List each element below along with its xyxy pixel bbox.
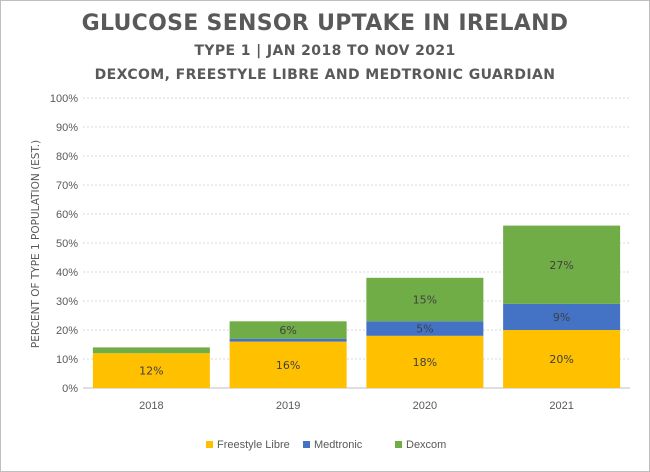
y-tick-label: 100% [50, 93, 78, 105]
bar-segment [366, 335, 484, 388]
y-tick-label: 0% [62, 383, 78, 395]
legend-label: Medtronic [314, 439, 363, 451]
data-label: 5% [416, 323, 433, 336]
bar-segment [92, 347, 210, 354]
bar-segment [229, 338, 347, 342]
x-axis-tick-labels: 2018 2019 2020 2021 [139, 400, 574, 412]
y-tick-label: 60% [56, 209, 78, 221]
data-label: 6% [279, 324, 296, 337]
legend: Freestyle Libre Medtronic Dexcom [206, 439, 446, 451]
bar-segment [503, 225, 621, 304]
data-label: 9% [553, 311, 570, 324]
chart-subtitle-1: TYPE 1 | JAN 2018 TO NOV 2021 [194, 43, 456, 59]
bar-segment [229, 321, 347, 339]
bar-segment [92, 353, 210, 388]
y-tick-label: 90% [56, 122, 78, 134]
data-label: 15% [413, 294, 437, 307]
legend-swatch [303, 441, 310, 448]
data-label: 27% [549, 259, 573, 272]
bar-segment [366, 321, 484, 336]
data-label: 12% [139, 365, 163, 378]
x-tick-label: 2018 [139, 400, 163, 412]
y-tick-label: 40% [56, 267, 78, 279]
x-tick-label: 2021 [549, 400, 573, 412]
bars [92, 225, 621, 388]
y-tick-label: 70% [56, 180, 78, 192]
legend-swatch [395, 441, 402, 448]
legend-label: Freestyle Libre [217, 439, 290, 451]
y-tick-label: 80% [56, 151, 78, 163]
y-axis-tick-labels: 0% 10% 20% 30% 40% 50% 60% 70% 80% 90% 100% [50, 93, 78, 395]
bar-segment [503, 303, 621, 330]
chart-subtitle-2: DEXCOM, FREESTYLE LIBRE AND MEDTRONIC GU… [94, 67, 556, 83]
bar-segment [229, 341, 347, 388]
legend-swatch [206, 441, 213, 448]
x-tick-label: 2020 [413, 400, 437, 412]
y-tick-label: 10% [56, 354, 78, 366]
data-label: 20% [549, 353, 573, 366]
data-labels: 12% 16% 6% 18% 5% 15% 20% 9% 27% [139, 259, 574, 378]
y-tick-label: 30% [56, 296, 78, 308]
gridlines [83, 97, 630, 389]
y-tick-label: 20% [56, 325, 78, 337]
y-axis-label: PERCENT OF TYPE 1 POPULATION (EST.) [30, 140, 42, 348]
x-tick-label: 2019 [276, 400, 300, 412]
data-label: 16% [276, 359, 300, 372]
y-tick-label: 50% [56, 238, 78, 250]
bar-segment [366, 277, 484, 322]
data-label: 18% [413, 356, 437, 369]
chart-title: GLUCOSE SENSOR UPTAKE IN IRELAND [81, 11, 569, 36]
bar-segment [503, 330, 621, 388]
legend-label: Dexcom [406, 439, 446, 451]
